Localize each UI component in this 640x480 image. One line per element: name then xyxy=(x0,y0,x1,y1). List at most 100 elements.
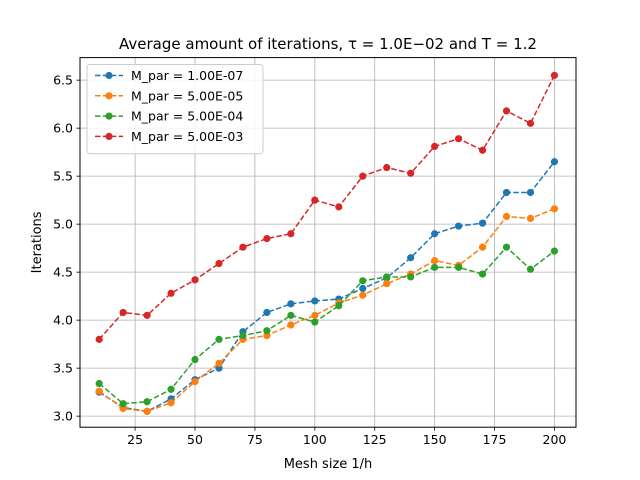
data-point xyxy=(478,243,487,251)
data-point xyxy=(287,230,295,238)
data-point xyxy=(478,219,487,227)
legend-label: M_par = 5.00E-05 xyxy=(131,88,243,103)
data-point xyxy=(502,188,511,197)
data-point xyxy=(215,359,223,367)
data-point xyxy=(359,284,367,293)
legend-item: M_par = 1.00E-07 xyxy=(95,68,243,83)
data-point xyxy=(359,172,367,180)
data-point xyxy=(263,234,271,243)
legend-marker xyxy=(105,112,113,120)
data-point xyxy=(502,243,511,251)
y-tick-label: 5.5 xyxy=(53,169,73,184)
legend-label: M_par = 5.00E-03 xyxy=(131,129,243,144)
y-tick-label: 5.0 xyxy=(53,217,73,232)
data-point xyxy=(311,318,319,326)
data-point xyxy=(526,119,535,127)
data-point xyxy=(191,276,199,284)
x-tick-label: 50 xyxy=(187,432,203,447)
data-point xyxy=(359,277,367,285)
data-point xyxy=(550,247,559,255)
data-point xyxy=(311,196,319,204)
data-point xyxy=(550,205,559,213)
data-point xyxy=(478,146,487,154)
data-point xyxy=(407,169,415,177)
x-tick-label: 150 xyxy=(423,432,447,447)
legend-item: M_par = 5.00E-03 xyxy=(95,129,243,144)
y-tick-label: 4.0 xyxy=(53,313,73,328)
data-point xyxy=(431,230,439,238)
y-axis-label: Iterations xyxy=(30,211,45,273)
series-2 xyxy=(95,205,559,415)
data-point xyxy=(191,355,199,364)
legend-item: M_par = 5.00E-04 xyxy=(95,109,243,124)
legend-label: M_par = 5.00E-04 xyxy=(131,109,243,124)
data-point xyxy=(95,387,103,395)
data-point xyxy=(143,407,151,415)
data-point xyxy=(431,257,439,265)
x-tick-label: 25 xyxy=(127,432,143,447)
y-tick-label: 4.5 xyxy=(53,265,73,280)
data-point xyxy=(502,212,511,221)
data-point xyxy=(95,379,103,388)
data-point xyxy=(119,400,127,408)
data-point xyxy=(287,311,295,319)
y-tick-label: 6.5 xyxy=(53,73,73,88)
data-point xyxy=(550,71,559,79)
legend-marker xyxy=(105,92,113,100)
legend: M_par = 1.00E-07 M_par = 5.00E-05 M_par = … xyxy=(86,64,264,155)
x-tick-label: 175 xyxy=(483,432,507,447)
legend-marker xyxy=(105,132,113,140)
series-line xyxy=(98,208,555,413)
chart-title: Average amount of iterations, τ = 1.0E−0… xyxy=(119,35,537,53)
data-point xyxy=(287,321,295,329)
legend-item: M_par = 5.00E-05 xyxy=(95,88,243,103)
plot-frame xyxy=(79,57,577,428)
series-1 xyxy=(95,158,559,415)
data-point xyxy=(287,300,295,308)
y-tick-label: 3.5 xyxy=(53,361,73,376)
data-point xyxy=(167,289,175,297)
series-3 xyxy=(95,243,559,408)
data-point xyxy=(359,291,367,299)
x-tick-label: 125 xyxy=(363,432,387,447)
data-point xyxy=(263,327,271,335)
data-point xyxy=(335,203,343,211)
series-line xyxy=(98,161,556,413)
x-axis-label: Mesh size 1/h xyxy=(284,457,373,472)
data-point xyxy=(550,158,559,166)
legend-marker xyxy=(105,71,113,80)
data-point xyxy=(191,378,199,386)
x-tick-label: 200 xyxy=(543,432,567,447)
grid xyxy=(80,57,576,428)
data-point xyxy=(239,243,247,251)
data-point xyxy=(167,385,175,393)
data-point xyxy=(143,311,151,319)
data-point xyxy=(167,399,175,407)
series-line xyxy=(98,75,556,340)
y-tick-label: 6.0 xyxy=(53,121,73,136)
data-point xyxy=(143,398,151,406)
data-point xyxy=(431,263,439,271)
data-point xyxy=(478,270,487,278)
data-point xyxy=(454,222,463,230)
ticks: 25 50 75 100 125 150 175 200 3.0 3.5 4.0 4.5 5.0 5.5 6… xyxy=(53,73,566,448)
series-line xyxy=(98,246,555,405)
data-point xyxy=(239,331,247,340)
data-point xyxy=(383,163,391,172)
data-point xyxy=(526,265,535,273)
data-point xyxy=(526,214,535,222)
data-point xyxy=(311,297,319,305)
data-point xyxy=(95,335,103,343)
data-point xyxy=(119,308,127,317)
data-point xyxy=(311,311,319,319)
data-point xyxy=(502,107,511,115)
series-4 xyxy=(95,71,559,343)
data-point xyxy=(407,273,415,281)
data-point xyxy=(454,263,463,271)
y-tick-label: 3.0 xyxy=(53,409,73,424)
legend-box xyxy=(86,64,264,155)
data-point xyxy=(454,135,463,143)
data-point xyxy=(215,335,223,343)
legend-label: M_par = 1.00E-07 xyxy=(131,68,243,83)
